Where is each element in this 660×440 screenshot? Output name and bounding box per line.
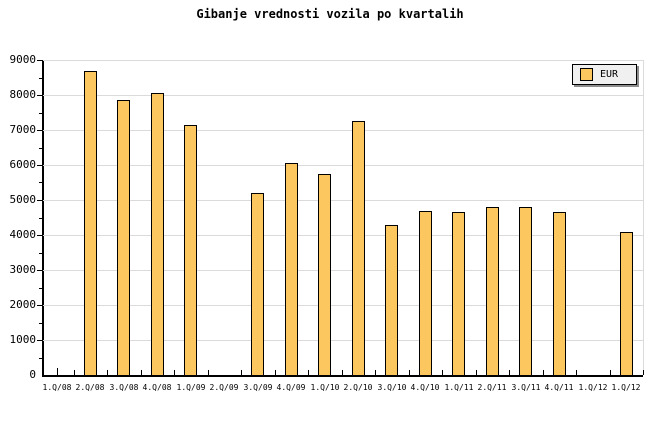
x-axis-label: 4.Q/09 <box>276 383 306 392</box>
y-minor-tick <box>39 182 42 183</box>
x-axis-tick <box>476 370 477 375</box>
bar-4.Q/09 <box>285 163 298 376</box>
y-gridline <box>43 95 643 96</box>
x-axis-label: 3.Q/09 <box>243 383 273 392</box>
bar-2.Q/08 <box>84 71 97 376</box>
bar-4.Q/11 <box>553 212 566 376</box>
bar-4.Q/08 <box>151 93 164 376</box>
y-axis-tick-label: 5000 <box>9 193 37 206</box>
x-axis-tick <box>610 370 611 375</box>
x-axis-tick <box>375 370 376 375</box>
y-minor-tick <box>39 218 42 219</box>
bar-2.Q/11 <box>486 207 499 376</box>
y-minor-tick <box>39 288 42 289</box>
x-axis-tick <box>342 370 343 375</box>
y-axis-tick-label: 8000 <box>9 88 37 101</box>
y-major-tick <box>37 60 42 61</box>
y-gridline <box>43 235 643 236</box>
x-axis-label: 1.Q/12 <box>611 383 641 392</box>
legend-box: EUR <box>572 64 637 85</box>
y-gridline <box>43 60 643 61</box>
x-axis-tick <box>57 368 58 375</box>
x-axis-label: 3.Q/10 <box>377 383 407 392</box>
y-minor-tick <box>39 78 42 79</box>
x-axis-label: 3.Q/08 <box>109 383 139 392</box>
x-axis-tick <box>509 370 510 375</box>
x-axis-tick <box>208 370 209 375</box>
bar-1.Q/09 <box>184 125 197 376</box>
y-axis-tick-label: 0 <box>29 368 36 381</box>
y-axis-tick-label: 4000 <box>9 228 37 241</box>
x-axis-tick <box>174 370 175 375</box>
x-axis-label: 4.Q/10 <box>410 383 440 392</box>
x-axis-line <box>42 375 643 377</box>
y-axis-tick-label: 1000 <box>9 333 37 346</box>
y-axis-tick-label: 7000 <box>9 123 37 136</box>
x-axis-label: 1.Q/12 <box>578 383 608 392</box>
bar-2.Q/10 <box>352 121 365 376</box>
bar-1.Q/10 <box>318 174 331 376</box>
y-major-tick <box>37 95 42 96</box>
y-major-tick <box>37 305 42 306</box>
y-major-tick <box>37 270 42 271</box>
legend-swatch-eur <box>580 68 593 81</box>
y-major-tick <box>37 340 42 341</box>
x-axis-tick <box>442 370 443 375</box>
y-major-tick <box>37 235 42 236</box>
bar-1.Q/11 <box>452 212 465 376</box>
x-axis-label: 4.Q/11 <box>544 383 574 392</box>
x-axis-label: 1.Q/11 <box>444 383 474 392</box>
y-gridline <box>43 165 643 166</box>
y-gridline <box>43 130 643 131</box>
legend-series-label: EUR <box>600 69 619 80</box>
x-axis-label: 2.Q/08 <box>75 383 105 392</box>
x-axis-tick <box>308 370 309 375</box>
x-axis-label: 2.Q/10 <box>343 383 373 392</box>
y-minor-tick <box>39 358 42 359</box>
x-axis-tick <box>141 370 142 375</box>
x-axis-tick <box>643 370 644 375</box>
x-axis-label: 1.Q/08 <box>42 383 72 392</box>
bar-4.Q/10 <box>419 211 432 376</box>
chart-title: Gibanje vrednosti vozila po kvartalih <box>196 7 464 21</box>
bar-3.Q/10 <box>385 225 398 376</box>
y-minor-tick <box>39 148 42 149</box>
x-axis-tick <box>275 370 276 375</box>
x-axis-label: 1.Q/09 <box>176 383 206 392</box>
x-axis-label: 1.Q/10 <box>310 383 340 392</box>
y-gridline <box>43 270 643 271</box>
y-major-tick <box>37 165 42 166</box>
x-axis-label: 3.Q/11 <box>511 383 541 392</box>
bar-3.Q/09 <box>251 193 264 376</box>
x-axis-tick <box>409 370 410 375</box>
y-minor-tick <box>39 323 42 324</box>
x-axis-tick <box>241 370 242 375</box>
x-axis-label: 2.Q/09 <box>209 383 239 392</box>
y-axis-tick-label: 9000 <box>9 53 37 66</box>
y-major-tick <box>37 130 42 131</box>
y-gridline <box>43 340 643 341</box>
y-minor-tick <box>39 253 42 254</box>
x-axis-label: 4.Q/08 <box>142 383 172 392</box>
y-axis-tick-label: 3000 <box>9 263 37 276</box>
y-major-tick <box>37 200 42 201</box>
y-gridline <box>43 305 643 306</box>
x-axis-label: 2.Q/11 <box>477 383 507 392</box>
y-axis-tick-label: 6000 <box>9 158 37 171</box>
plot-right-border <box>643 60 644 375</box>
y-minor-tick <box>39 113 42 114</box>
x-axis-tick <box>576 370 577 375</box>
y-axis-tick-label: 2000 <box>9 298 37 311</box>
bar-1.Q/12 <box>620 232 633 376</box>
x-axis-tick <box>543 370 544 375</box>
bar-3.Q/08 <box>117 100 130 376</box>
x-axis-tick <box>74 370 75 375</box>
x-axis-tick <box>107 370 108 375</box>
y-gridline <box>43 200 643 201</box>
bar-3.Q/11 <box>519 207 532 376</box>
y-axis-line <box>42 60 44 377</box>
